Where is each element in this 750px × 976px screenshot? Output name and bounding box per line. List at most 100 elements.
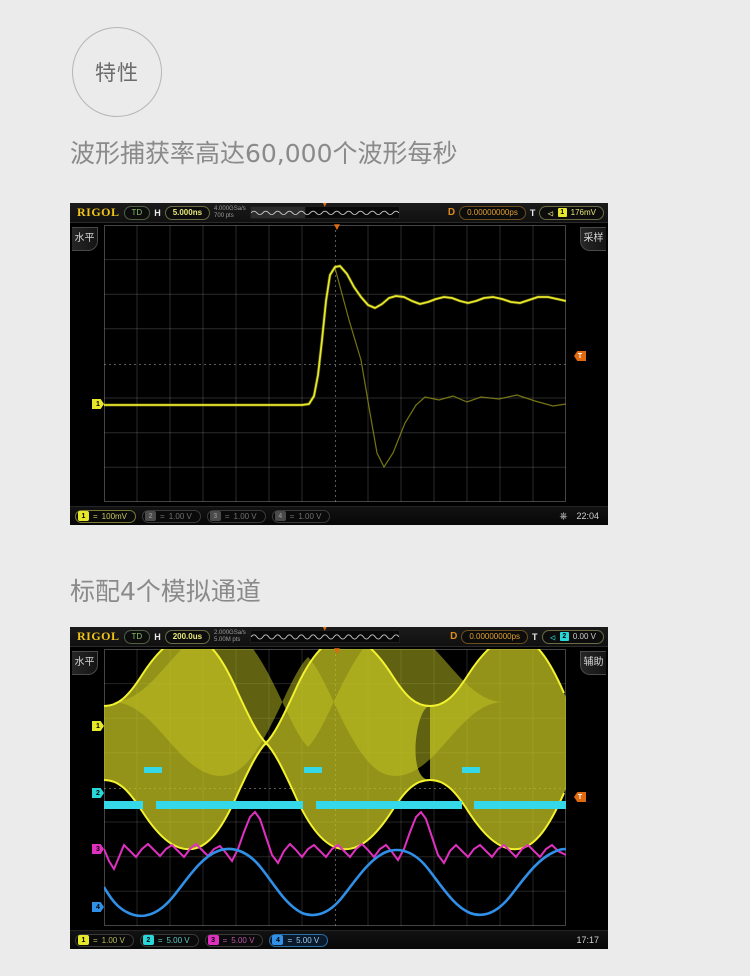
scope1-channel-pill-4[interactable]: 4 = 1.00 V [271, 509, 331, 523]
scope1-ch3-number: 3 [209, 511, 221, 521]
scope1-timebase-pill[interactable]: 5.000ns [164, 205, 211, 220]
scope1-ch3-coupling: = [224, 511, 230, 521]
scope1-delay-pill[interactable]: 0.00000000ps [459, 205, 526, 220]
scope2-sample-rate: 2.000GSa/s [214, 629, 246, 636]
scope1-graticule [104, 225, 566, 502]
scope2-ch1-coupling: = [93, 935, 98, 945]
scope2-ch1-ground-marker[interactable]: 1 [92, 721, 104, 731]
scope1-trigger-position-marker[interactable]: ▼ [332, 222, 342, 233]
scope2-right-tab-auxiliary[interactable]: 辅助 [580, 651, 606, 675]
scope2-footer-bar: 1 = 1.00 V 2 = 5.00 V 3 = 5.00 V 4 = 5.0… [70, 930, 608, 949]
scope2-delay-label: D [450, 631, 458, 642]
ch2-pulse-row-upper [144, 767, 480, 773]
scope1-channel-pill-3[interactable]: 3 = 1.00 V [206, 509, 266, 523]
scope2-trigger-label: T [532, 631, 538, 642]
scope2-ch2-ground-marker[interactable]: 2 [92, 788, 104, 798]
scope1-memory-trigger-marker: ▾ [322, 203, 327, 209]
scope1-trigger-label: T [529, 207, 536, 218]
scope1-ch1-number: 1 [78, 511, 89, 521]
scope2-trigger-pill[interactable]: ⏿ 2 0.00 V [541, 629, 604, 644]
ch3-ripple-trace [104, 810, 566, 872]
scope1-ch1-scale: 100mV [101, 511, 128, 521]
ch4-sine-trace [104, 847, 566, 918]
scope2-trigger-position-marker[interactable]: ▼ [332, 646, 342, 657]
scope2-ch3-number: 3 [207, 935, 219, 945]
scope2-grid-and-traces [104, 649, 566, 926]
scope2-ch3-ground-marker[interactable]: 3 [92, 844, 104, 854]
ch1-envelope-bottom [104, 741, 565, 851]
scope1-ch1-ground-marker[interactable]: 1 [92, 399, 104, 409]
scope1-ch2-number: 2 [145, 511, 157, 521]
scope1-memory-waveform-icon [250, 207, 399, 218]
scope2-memory-waveform-icon [250, 634, 399, 640]
ch1-envelope-top [104, 649, 565, 745]
scope1-trigger-level-marker[interactable]: T [574, 351, 586, 361]
scope2-ch3-coupling: = [222, 935, 228, 945]
scope2-memory-depth: 5.00M pts [214, 636, 241, 643]
rigol-logo-2: RIGOL [77, 629, 120, 643]
scope2-clock: 17:17 [576, 935, 599, 945]
scope1-ch2-scale: 1.00 V [168, 511, 192, 521]
usb-icon: ⎈ [559, 510, 568, 522]
scope1-left-tab-horizontal[interactable]: 水平 [72, 227, 98, 251]
scope1-channel-pill-2[interactable]: 2 = 1.00 V [142, 509, 201, 523]
scope1-ch1-coupling: = [93, 511, 98, 521]
scope1-ch3-scale: 1.00 V [233, 511, 257, 521]
scope2-mode-pill[interactable]: TD [123, 629, 151, 644]
scope2-plot-area[interactable]: 水平 辅助 [70, 647, 608, 930]
scope1-trigger-source-badge: 1 [557, 208, 567, 217]
oscilloscope-screenshot-2: RIGOL TD H 200.0us 2.000GSa/s 5.00M pts … [70, 627, 608, 949]
scope1-ch4-coupling: = [289, 511, 295, 521]
scope2-ch4-ground-marker[interactable]: 4 [92, 902, 104, 912]
scope1-trigger-level: 176mV [570, 207, 596, 217]
ch2-pulse-train [104, 801, 566, 809]
scope2-memory-overview[interactable]: ▾ [249, 627, 400, 643]
scope2-ch4-scale: 5.00 V [296, 935, 320, 945]
scope2-ch3-scale: 5.00 V [231, 935, 255, 945]
feature-badge: 特性 [72, 27, 162, 117]
scope2-trigger-level-marker[interactable]: T [574, 792, 586, 802]
scope1-right-tab-sampling[interactable]: 采样 [580, 227, 606, 251]
scope1-grid-and-traces [104, 225, 566, 502]
section-title-2: 标配4个模拟通道 [70, 577, 261, 606]
scope2-channel-pill-2[interactable]: 2 = 5.00 V [139, 933, 199, 947]
scope2-ch4-coupling: = [287, 935, 293, 945]
scope2-channel-pill-1[interactable]: 1 = 1.00 V [75, 933, 134, 947]
scope2-ch2-coupling: = [157, 935, 163, 945]
scope2-ch2-scale: 5.00 V [166, 935, 190, 945]
scope2-channel-pill-3[interactable]: 3 = 5.00 V [204, 933, 264, 947]
scope2-horizontal-label: H [154, 631, 161, 642]
scope1-mode-pill[interactable]: TD [123, 205, 151, 220]
scope1-plot-area[interactable]: 水平 采样 [70, 223, 608, 506]
feature-badge-label: 特性 [95, 61, 139, 85]
scope1-horizontal-label: H [154, 207, 161, 218]
scope1-ch4-number: 4 [274, 511, 286, 521]
scope1-trigger-pill[interactable]: ⏿ 1 176mV [539, 205, 604, 220]
scope2-ch4-number: 4 [272, 935, 284, 945]
scope1-sample-rate: 4.000GSa/s [214, 205, 246, 212]
scope1-ch2-coupling: = [160, 511, 165, 521]
scope2-timebase-pill[interactable]: 200.0us [164, 629, 211, 644]
scope2-delay-pill[interactable]: 0.00000000ps [461, 629, 529, 644]
rising-edge-icon-2: ⏿ [549, 631, 556, 642]
scope2-channel-pill-4[interactable]: 4 = 5.00 V [269, 933, 329, 947]
scope1-clock: 22:04 [576, 511, 599, 521]
scope2-header-bar: RIGOL TD H 200.0us 2.000GSa/s 5.00M pts … [70, 627, 608, 647]
scope1-channel-pill-1[interactable]: 1 = 100mV [75, 509, 137, 523]
section-title-1: 波形捕获率高达60,000个波形每秒 [70, 139, 458, 168]
scope1-delay-label: D [447, 207, 456, 218]
scope2-ch1-number: 1 [78, 935, 89, 945]
scope1-memory-overview[interactable]: ▾ [249, 203, 400, 219]
scope1-header-bar: RIGOL TD H 5.000ns 4.000GSa/s 700 pts ▾ … [70, 203, 608, 223]
scope1-memory-depth: 700 pts [214, 212, 234, 219]
scope2-ch2-number: 2 [142, 935, 154, 945]
scope2-memory-trigger-marker: ▾ [322, 627, 327, 633]
oscilloscope-screenshot-1: RIGOL TD H 5.000ns 4.000GSa/s 700 pts ▾ … [70, 203, 608, 525]
scope2-left-tab-horizontal[interactable]: 水平 [72, 651, 98, 675]
scope1-center-hline [104, 363, 566, 365]
scope1-ch4-scale: 1.00 V [298, 511, 322, 521]
scope2-ch1-scale: 1.00 V [101, 935, 125, 945]
ch1-beat-lobes [104, 649, 566, 850]
scope1-footer-bar: 1 = 100mV 2 = 1.00 V 3 = 1.00 V 4 = 1.00… [70, 506, 608, 525]
rising-edge-icon: ⏿ [547, 207, 554, 218]
